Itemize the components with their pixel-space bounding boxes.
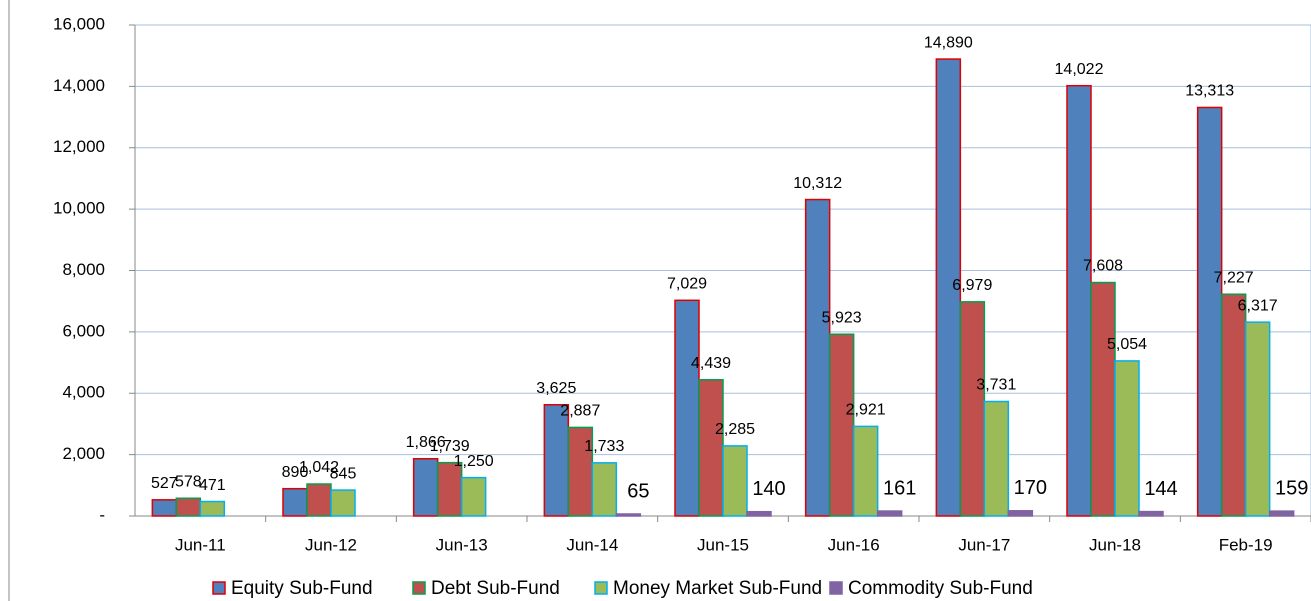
bar	[567, 426, 594, 517]
bar	[1268, 510, 1295, 517]
y-tick-label: 16,000	[53, 14, 105, 33]
data-label: 140	[752, 478, 785, 500]
bar	[460, 476, 487, 517]
legend-swatch	[212, 581, 226, 595]
data-label: 2,921	[846, 402, 886, 419]
y-tick-label: 12,000	[53, 137, 105, 156]
data-label: 159	[1275, 477, 1308, 499]
legend-swatch	[829, 581, 843, 595]
data-label: 845	[330, 465, 357, 482]
data-label: 2,285	[715, 421, 755, 438]
y-tick-label: 4,000	[62, 383, 105, 402]
bar	[828, 333, 855, 517]
legend-label: Equity Sub-Fund	[231, 578, 373, 599]
data-label: 6,317	[1238, 297, 1278, 314]
x-tick-label: Jun-16	[828, 535, 880, 554]
data-label: 65	[627, 480, 649, 502]
x-tick-label: Jun-18	[1089, 535, 1141, 554]
bar	[543, 404, 570, 517]
y-tick-label: 2,000	[62, 444, 105, 463]
legend-swatch	[594, 581, 608, 595]
bar	[722, 445, 748, 517]
data-label: 7,227	[1214, 269, 1254, 286]
bar	[698, 379, 724, 517]
bar	[436, 461, 463, 517]
bar	[282, 487, 308, 517]
data-label: 1,042	[299, 459, 339, 476]
y-tick-label: -	[99, 505, 105, 524]
y-tick-label: 14,000	[53, 76, 105, 95]
data-label: 2,887	[560, 403, 600, 420]
bar	[876, 510, 903, 517]
data-label: 3,731	[976, 377, 1016, 394]
legend-swatch	[412, 581, 426, 595]
bar	[306, 483, 332, 517]
data-label: 4,439	[691, 355, 731, 372]
bar	[804, 198, 831, 517]
x-tick-label: Jun-12	[305, 535, 357, 554]
x-tick-label: Jun-13	[436, 535, 488, 554]
bar	[1066, 84, 1092, 517]
bar	[1114, 360, 1140, 517]
data-label: 471	[199, 477, 226, 494]
data-label: 890	[282, 464, 309, 481]
bar	[1090, 281, 1116, 517]
data-label: 1,733	[584, 438, 624, 455]
bar	[591, 462, 618, 517]
data-label: 170	[1014, 477, 1047, 499]
bar	[199, 500, 226, 517]
data-label: 14,022	[1055, 61, 1104, 78]
data-label: 1,866	[406, 434, 446, 451]
bar	[615, 513, 642, 517]
x-tick-label: Jun-15	[697, 535, 749, 554]
data-label: 527	[151, 475, 178, 492]
data-label: 161	[883, 477, 916, 499]
bar	[151, 499, 178, 517]
data-label: 14,890	[924, 34, 973, 51]
x-tick-label: Jun-17	[958, 535, 1010, 554]
legend-label: Commodity Sub-Fund	[848, 578, 1033, 599]
data-label: 144	[1144, 478, 1177, 500]
data-label: 1,739	[430, 438, 470, 455]
x-tick-label: Jun-14	[566, 535, 618, 554]
bar	[1244, 321, 1271, 517]
x-tick-label: Jun-11	[175, 535, 226, 554]
bar	[1138, 510, 1164, 517]
bar	[1220, 293, 1247, 517]
bar	[1007, 510, 1034, 517]
data-label: 7,029	[667, 276, 707, 293]
bar	[983, 400, 1010, 517]
bar	[330, 489, 356, 517]
data-label: 10,312	[793, 175, 842, 192]
bar	[412, 457, 439, 517]
data-label: 5,054	[1107, 336, 1147, 353]
data-label: 1,250	[454, 453, 494, 470]
data-label: 13,313	[1185, 83, 1234, 100]
y-tick-label: 10,000	[53, 199, 105, 218]
data-label: 5,923	[822, 309, 862, 326]
bar	[935, 58, 962, 517]
legend-label: Debt Sub-Fund	[431, 578, 560, 599]
bar	[852, 425, 879, 517]
y-tick-label: 8,000	[62, 260, 105, 279]
data-label: 3,625	[536, 380, 576, 397]
bar	[1196, 106, 1223, 517]
bar	[746, 510, 772, 517]
data-label: 6,979	[952, 277, 992, 294]
x-tick-label: Feb-19	[1219, 535, 1273, 554]
data-label: 7,608	[1083, 258, 1123, 275]
y-tick-label: 6,000	[62, 321, 105, 340]
bar	[959, 301, 986, 517]
bar	[175, 497, 202, 517]
legend-label: Money Market Sub-Fund	[613, 578, 822, 599]
data-label: 578	[175, 473, 202, 490]
bar	[674, 299, 700, 517]
